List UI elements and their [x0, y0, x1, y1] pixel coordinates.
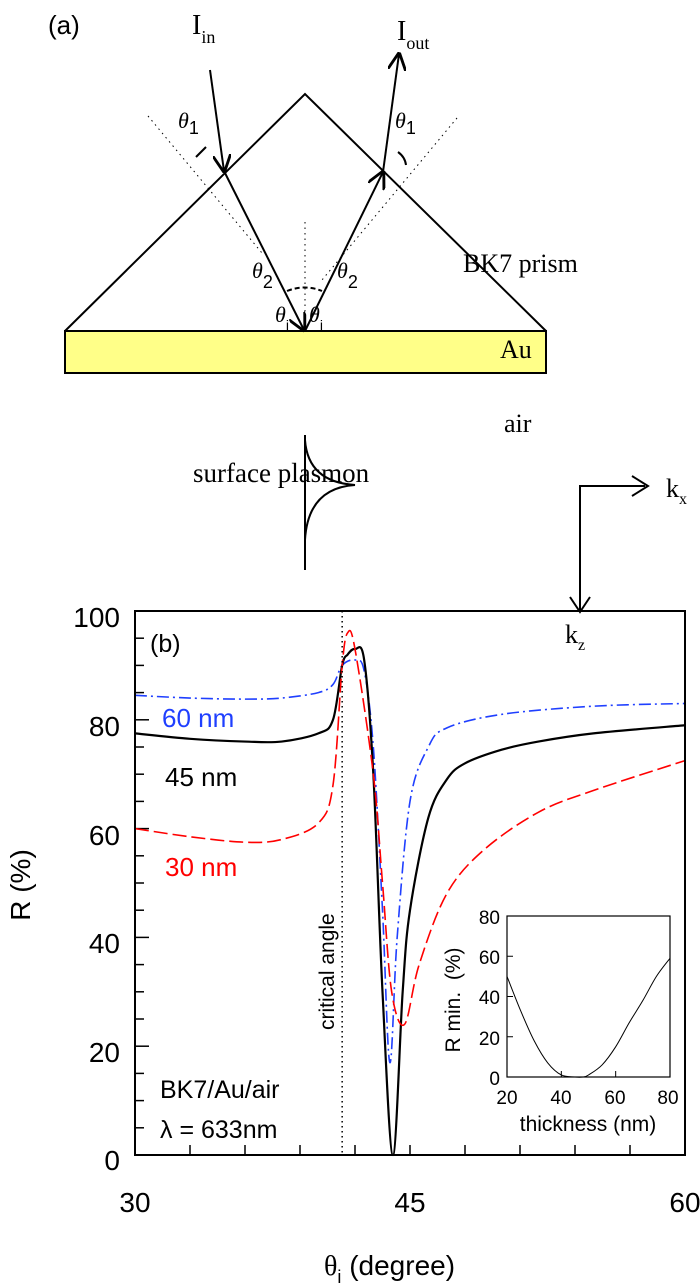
ytick-label-0: 0	[104, 1145, 120, 1176]
metal-label: Au	[500, 335, 532, 364]
gold-film	[64, 330, 547, 374]
inset-xtick-40: 40	[550, 1088, 571, 1109]
theta1-arc-left	[195, 146, 207, 158]
xtick-label-45: 45	[394, 1187, 425, 1218]
reflectance-chart: 100 80 60 40 20 0 30 45 60 θi (degree) R…	[5, 602, 700, 1287]
inset-plot-frame	[506, 915, 671, 1078]
thetai-arc	[286, 286, 323, 292]
series-45nm	[134, 645, 686, 1157]
theta2-left-label: θ2	[252, 258, 273, 292]
normal-right	[321, 117, 458, 281]
normal-left	[147, 115, 263, 254]
plasmon-field-profile	[304, 439, 356, 541]
series-60nm	[134, 658, 686, 1064]
theta2-right-label: θ2	[337, 258, 358, 292]
ytick-label-100: 100	[73, 602, 120, 633]
legend-45nm: 45 nm	[165, 762, 237, 792]
inset-xtick-60: 60	[604, 1088, 625, 1109]
main-plot-frame	[134, 610, 686, 1156]
thetai-right-label: θi	[309, 302, 323, 333]
theta1-right-label: θ1	[395, 108, 416, 138]
xtick-label-30: 30	[119, 1187, 150, 1218]
kz-label: kz	[565, 620, 585, 654]
inset-series	[506, 957, 671, 1078]
series-30nm	[134, 629, 686, 1027]
k-axes	[579, 485, 645, 610]
inset-series-rmin	[506, 957, 671, 1078]
incident-ray	[209, 69, 224, 171]
ytick-label-60: 60	[89, 820, 120, 851]
output-intensity-label: Iout	[397, 16, 429, 53]
main-series	[134, 629, 686, 1157]
system-label: BK7/Au/air	[160, 1076, 280, 1104]
ambient-label: air	[504, 409, 532, 438]
thetai-left-label: θi	[275, 302, 289, 333]
reflected-ray	[304, 172, 383, 332]
inset-ytick-60: 60	[479, 948, 500, 969]
prism	[64, 92, 547, 332]
panel-b-label: (b)	[150, 630, 181, 658]
inset-ytick-80: 80	[479, 908, 500, 929]
panel-a-label: (a)	[48, 10, 80, 40]
inset-x-axis-label: thickness (nm)	[520, 1113, 657, 1136]
x-axis-label: θi (degree)	[324, 1250, 455, 1287]
theta1-arc-right	[397, 151, 407, 166]
ytick-label-40: 40	[89, 928, 120, 959]
inset-ytick-40: 40	[479, 988, 500, 1009]
inset-ytick-0: 0	[489, 1069, 500, 1090]
inset-xtick-20: 20	[496, 1088, 517, 1109]
kx-label: kx	[666, 474, 687, 508]
refracted-ray	[223, 170, 304, 330]
output-ray	[382, 54, 399, 173]
kx-arrow-icon	[631, 475, 650, 497]
legend-30nm: 30 nm	[165, 852, 237, 882]
wavelength-label: λ = 633nm	[160, 1116, 277, 1144]
diagram-panel: (a) θ1 θ1 θ2 θ2 θi θi Iin Iout BK7 prism…	[48, 10, 687, 654]
inset-chart: 80 60 40 20 0 20 40 60 80 thickness (nm)…	[442, 908, 679, 1136]
inset-xtick-80: 80	[657, 1088, 678, 1109]
prism-label: BK7 prism	[463, 249, 578, 278]
critical-angle-label: critical angle	[316, 913, 339, 1030]
ytick-label-20: 20	[89, 1037, 120, 1068]
y-axis-label: R (%)	[5, 849, 36, 921]
incident-intensity-label: Iin	[192, 10, 215, 47]
main-ticks	[134, 610, 686, 1156]
xtick-label-60: 60	[669, 1187, 700, 1218]
ytick-label-80: 80	[89, 711, 120, 742]
inset-ytick-20: 20	[479, 1029, 500, 1050]
inset-y-axis-label: R min. (%)	[442, 948, 465, 1053]
theta1-left-label: θ1	[178, 108, 199, 138]
legend-60nm: 60 nm	[162, 703, 234, 733]
